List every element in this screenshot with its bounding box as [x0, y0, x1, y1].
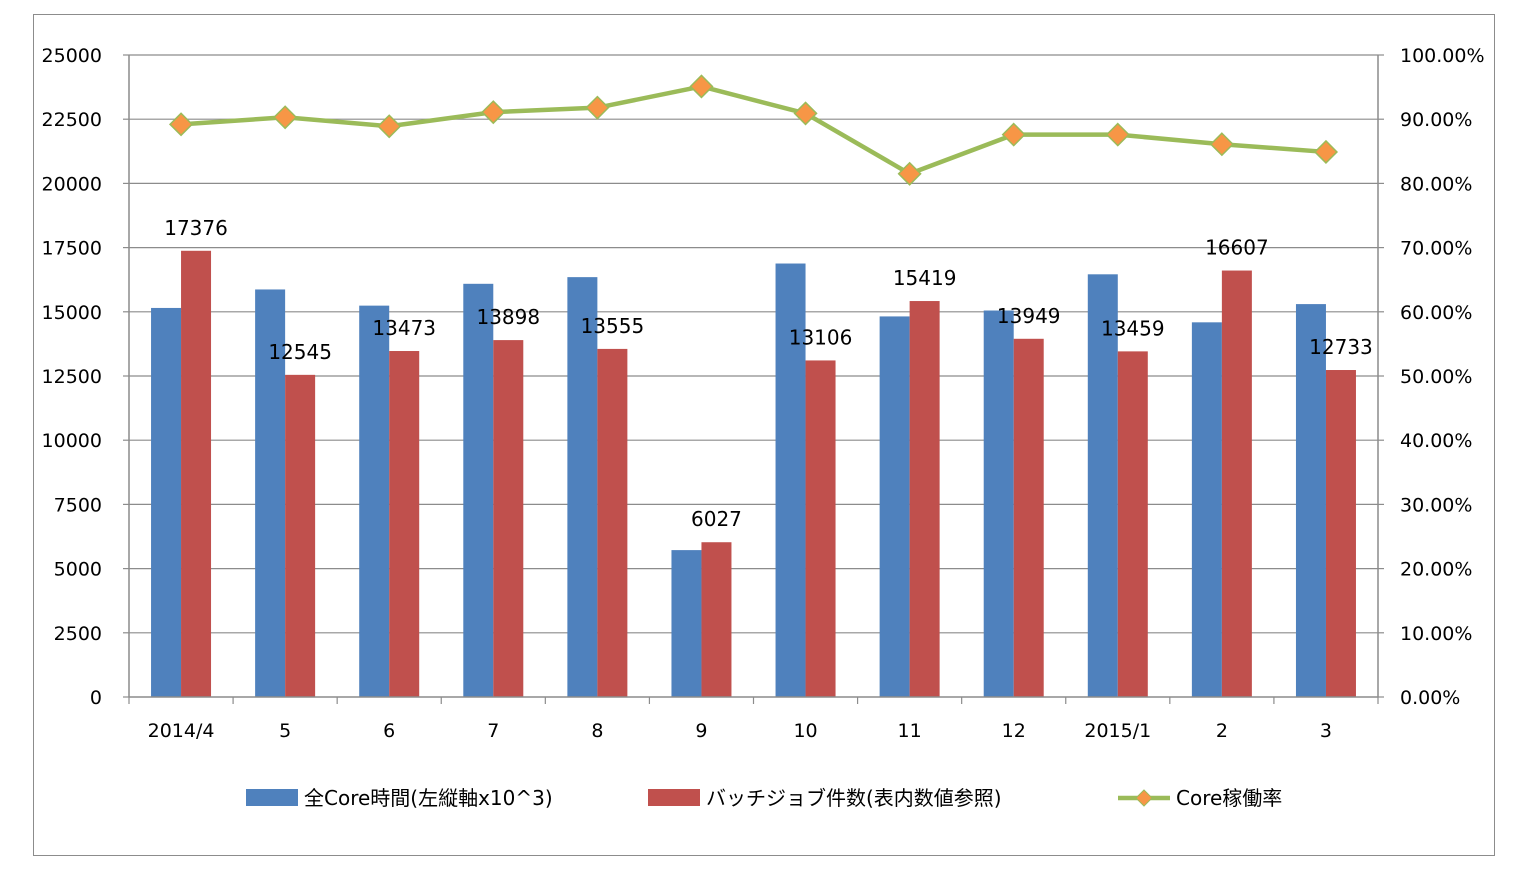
right-tick-label: 40.00%	[1400, 430, 1472, 452]
core-utilization-marker	[585, 95, 610, 120]
x-tick-label: 6	[383, 720, 395, 742]
left-tick-label: 5000	[54, 559, 102, 581]
batch-job-data-label: 13898	[476, 305, 540, 329]
legend-label-core-utilization: Core稼働率	[1176, 786, 1282, 810]
left-tick-label: 10000	[42, 430, 102, 452]
chart-frame	[33, 14, 1495, 856]
batch-job-bar	[597, 348, 628, 697]
x-tick-label: 9	[695, 720, 707, 742]
batch-job-bar	[909, 301, 940, 697]
left-tick-label: 17500	[42, 238, 102, 260]
x-tick-label: 2014/4	[148, 720, 215, 742]
core-time-bar	[255, 289, 286, 697]
batch-job-bar	[805, 360, 836, 697]
right-tick-label: 90.00%	[1400, 109, 1472, 131]
batch-job-data-label: 17376	[164, 216, 228, 240]
core-time-bar	[1087, 274, 1118, 697]
x-tick-label: 7	[487, 720, 499, 742]
right-tick-label: 0.00%	[1400, 687, 1460, 709]
right-tick-label: 30.00%	[1400, 494, 1472, 516]
batch-job-data-label: 13473	[372, 316, 436, 340]
legend-label-batch-jobs: バッチジョブ件数(表内数値参照)	[706, 786, 1002, 810]
x-tick-label: 2	[1216, 720, 1228, 742]
left-tick-label: 25000	[42, 45, 102, 67]
left-tick-label: 20000	[42, 173, 102, 195]
core-utilization-marker	[1001, 122, 1026, 147]
batch-job-data-label: 15419	[893, 266, 957, 290]
right-tick-label: 50.00%	[1400, 366, 1472, 388]
core-time-bar	[879, 316, 910, 697]
right-tick-label: 100.00%	[1400, 45, 1485, 67]
right-tick-label: 80.00%	[1400, 173, 1472, 195]
left-tick-label: 7500	[54, 494, 102, 516]
core-time-bar	[463, 283, 494, 697]
batch-job-data-label: 12733	[1309, 335, 1373, 359]
core-time-bar	[151, 307, 182, 697]
batch-job-data-label: 13555	[581, 314, 645, 338]
core-utilization-marker	[377, 114, 402, 139]
batch-job-bar	[181, 250, 212, 698]
legend-marker-core-utilization	[1135, 789, 1153, 807]
core-utilization-marker	[273, 105, 298, 130]
core-time-bar	[1191, 322, 1222, 697]
batch-job-bar	[701, 542, 732, 697]
core-time-bar	[983, 310, 1014, 697]
core-utilization-marker	[1209, 132, 1234, 157]
core-time-bar	[567, 277, 598, 697]
right-tick-label: 20.00%	[1400, 559, 1472, 581]
x-tick-label: 11	[898, 720, 922, 742]
left-tick-label: 15000	[42, 302, 102, 324]
core-time-bar	[671, 550, 702, 697]
batch-job-bar	[1013, 338, 1044, 697]
batch-job-bar	[1221, 270, 1252, 697]
core-utilization-marker	[481, 100, 506, 125]
x-tick-label: 10	[793, 720, 817, 742]
core-time-bar	[1295, 304, 1326, 697]
core-time-bar	[359, 305, 390, 697]
core-time-bar	[775, 263, 806, 697]
left-tick-label: 2500	[54, 623, 102, 645]
x-tick-label: 8	[591, 720, 603, 742]
batch-job-bar	[285, 374, 316, 697]
batch-job-bar	[389, 351, 420, 697]
batch-job-data-label: 12545	[268, 340, 332, 364]
right-tick-label: 10.00%	[1400, 623, 1472, 645]
batch-job-bar	[1325, 370, 1356, 697]
legend-swatch-core-time	[246, 789, 298, 806]
batch-job-bar	[493, 340, 524, 697]
left-tick-label: 12500	[42, 366, 102, 388]
legend-label-core-time: 全Core時間(左縦軸x10^3)	[304, 786, 553, 810]
core-utilization-marker	[897, 161, 922, 186]
right-tick-label: 60.00%	[1400, 302, 1472, 324]
batch-job-data-label: 13459	[1101, 316, 1165, 340]
legend-swatch-batch-jobs	[648, 789, 700, 806]
x-tick-label: 3	[1320, 720, 1332, 742]
batch-job-data-label: 16607	[1205, 236, 1269, 260]
left-tick-label: 0	[90, 687, 102, 709]
x-tick-label: 5	[279, 720, 291, 742]
x-tick-label: 12	[1002, 720, 1026, 742]
x-tick-label: 2015/1	[1084, 720, 1151, 742]
core-utilization-marker	[1105, 122, 1130, 147]
core-utilization-marker	[1313, 139, 1339, 165]
core-utilization-marker	[168, 112, 194, 137]
batch-job-data-label: 13949	[997, 304, 1061, 328]
batch-job-data-label: 13106	[789, 325, 853, 349]
core-utilization-marker	[793, 101, 818, 126]
right-tick-label: 70.00%	[1400, 238, 1472, 260]
batch-job-bar	[1117, 351, 1148, 697]
left-tick-label: 22500	[42, 109, 102, 131]
batch-job-data-label: 6027	[691, 507, 742, 531]
core-utilization-marker	[689, 74, 714, 99]
core-utilization-line	[180, 84, 1327, 177]
